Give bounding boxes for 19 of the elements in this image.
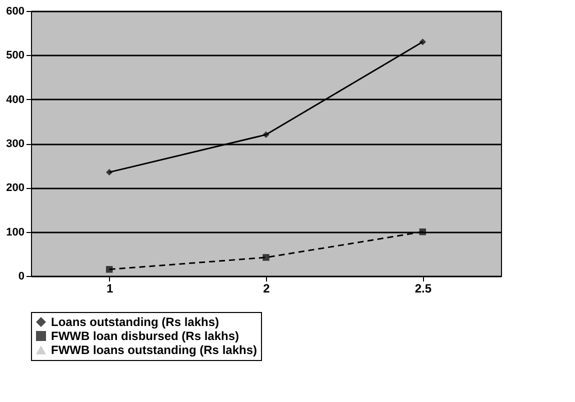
legend-label: FWWB loan disbursed (Rs lakhs) (51, 329, 240, 343)
point (419, 38, 426, 46)
y-tick-label: 0 (18, 270, 24, 282)
y-tick-label: 400 (6, 94, 24, 106)
y-tick-label: 200 (6, 182, 24, 194)
point (262, 254, 270, 261)
x-tick-label: 2.5 (414, 282, 432, 296)
legend-label: Loans outstanding (Rs lakhs) (51, 315, 220, 329)
point (106, 266, 113, 273)
point (106, 168, 113, 176)
y-tick-label: 600 (6, 6, 24, 18)
y-tick-label: 300 (6, 138, 24, 150)
x-tick-label: 2 (263, 282, 270, 296)
legend-label: FWWB loans outstanding (Rs lakhs) (51, 343, 257, 357)
y-tick-label: 500 (6, 50, 24, 62)
x-tick-label: 1 (106, 282, 114, 296)
y-tick-label: 100 (6, 226, 24, 238)
point (262, 131, 270, 138)
point (419, 228, 426, 236)
